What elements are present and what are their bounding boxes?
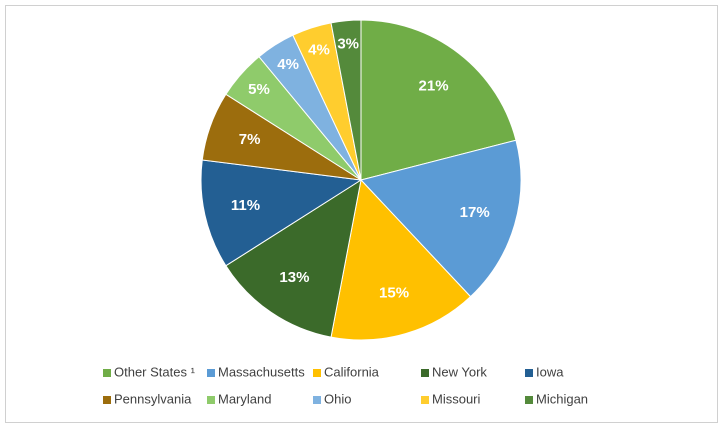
pie-slice	[200, 159, 363, 267]
legend-swatch	[313, 369, 321, 377]
legend-label: Other States ¹	[114, 364, 196, 379]
legend-swatch	[421, 369, 429, 377]
legend-label: Pennsylvania	[114, 391, 192, 406]
slice-label: 15%	[379, 285, 409, 302]
legend-label: New York	[432, 364, 487, 379]
legend-swatch	[421, 396, 429, 404]
legend-label: Missouri	[432, 391, 481, 406]
slice-label: 21%	[419, 77, 449, 94]
slice-label: 4%	[277, 56, 299, 73]
legend-swatch	[313, 396, 321, 404]
slice-label: 5%	[248, 81, 270, 98]
pie-slice	[330, 19, 362, 181]
legend-label: California	[324, 364, 380, 379]
legend-label: Ohio	[324, 391, 351, 406]
slice-label: 13%	[279, 269, 309, 286]
legend-label: Iowa	[536, 364, 564, 379]
legend-swatch	[525, 396, 533, 404]
slice-label: 7%	[239, 131, 261, 148]
legend-swatch	[207, 396, 215, 404]
legend-label: Maryland	[218, 391, 271, 406]
legend-label: Massachusetts	[218, 364, 305, 379]
slice-label: 4%	[308, 42, 330, 59]
pie-slice	[360, 19, 517, 181]
slice-label: 11%	[231, 197, 260, 214]
pie-slice	[330, 178, 472, 341]
legend-swatch	[525, 369, 533, 377]
pie-slice	[360, 139, 522, 298]
legend-swatch	[103, 396, 111, 404]
legend-label: Michigan	[536, 391, 588, 406]
legend-swatch	[207, 369, 215, 377]
pie-slice	[225, 178, 362, 338]
legend-swatch	[103, 369, 111, 377]
slice-label: 17%	[460, 204, 490, 221]
slice-label: 3%	[337, 36, 359, 53]
